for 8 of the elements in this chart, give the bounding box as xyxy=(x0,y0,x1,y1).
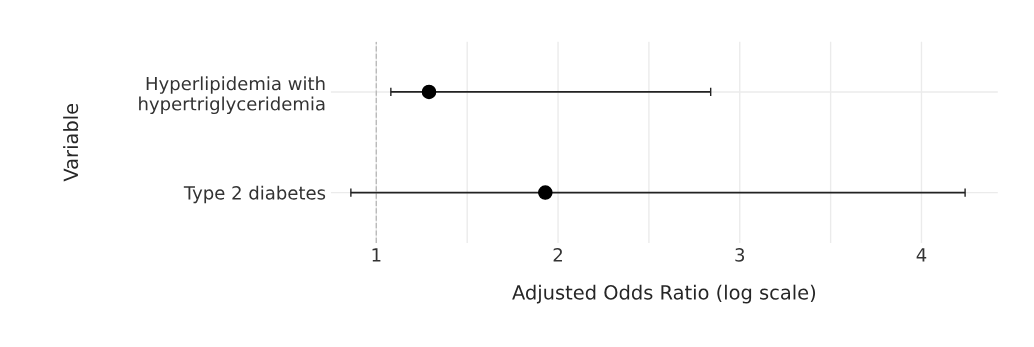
y-axis-title: Variable xyxy=(63,103,79,182)
x-tick-label: 3 xyxy=(735,248,745,262)
x-tick-label: 4 xyxy=(916,248,927,262)
y-tick-label: Hyperlipidemia with hypertriglyceridemia xyxy=(139,76,325,115)
x-tick-label: 1 xyxy=(372,248,381,262)
x-axis-title: Adjusted Odds Ratio (log scale) xyxy=(512,284,816,304)
x-tick-label: 2 xyxy=(553,248,562,262)
y-tick-label: Type 2 diabetes xyxy=(183,185,326,204)
